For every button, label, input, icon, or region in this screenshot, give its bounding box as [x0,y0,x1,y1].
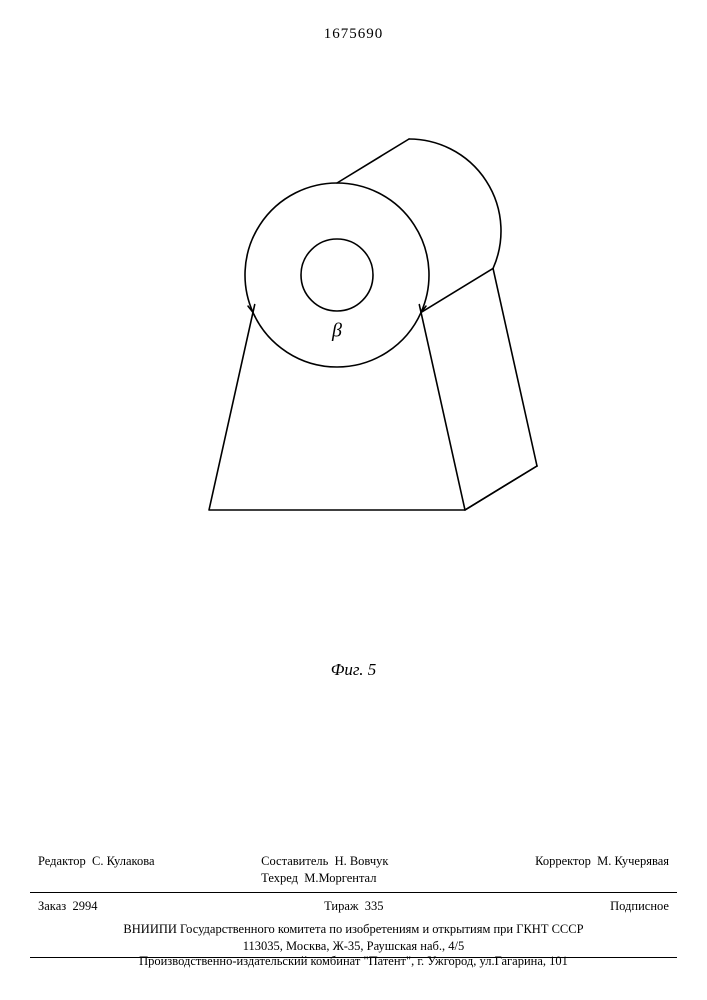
print-run-label: Тираж [324,899,358,913]
corrector-label: Корректор [535,854,591,868]
order-cell: Заказ 2994 [38,898,97,915]
tech-name: М.Моргентал [304,871,376,885]
figure-5: β Фиг. 5 [0,90,707,650]
print-run-number: 335 [365,899,384,913]
publisher-line-2: 113035, Москва, Ж-35, Раушская наб., 4/5 [30,938,677,955]
editor-name: С. Кулакова [92,854,154,868]
document-number: 1675690 [0,26,707,43]
footer-publisher: Производственно-издательский комбинат "П… [30,954,677,969]
patent-page: 1675690 β Фиг. 5 Редактор С. Кулакова Со… [0,0,707,1000]
editor-label: Редактор [38,854,86,868]
divider-1 [30,892,677,893]
editor-cell: Редактор С. Кулакова [38,853,155,887]
compiler-cell: Составитель Н. Вовчук [261,853,388,870]
figure-caption: Фиг. 5 [0,660,707,680]
compiler-label: Составитель [261,854,328,868]
tech-label: Техред [261,871,298,885]
tech-cell: Техред М.Моргентал [261,870,388,887]
subscription-label: Подписное [610,899,669,913]
publisher-line-1: ВНИИПИ Государственного комитета по изоб… [30,921,677,938]
corrector-name: М. Кучерявая [597,854,669,868]
corrector-cell: Корректор М. Кучерявая [535,853,669,887]
svg-text:β: β [331,319,342,341]
compiler-name: Н. Вовчук [335,854,389,868]
order-number: 2994 [72,899,97,913]
imprint-block: Редактор С. Кулакова Составитель Н. Вовч… [30,853,677,961]
subscription-cell: Подписное [610,898,669,915]
order-label: Заказ [38,899,66,913]
figure-drawing: β [154,90,554,570]
print-run-cell: Тираж 335 [324,898,383,915]
